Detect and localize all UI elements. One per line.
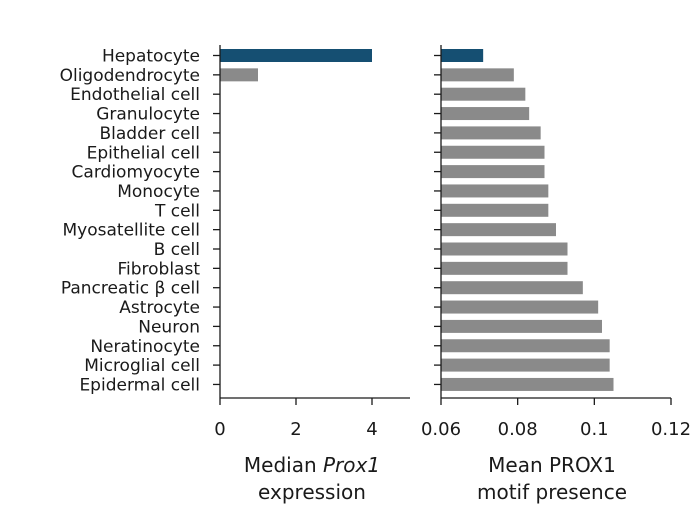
bar-right-b-cell <box>441 242 568 256</box>
x-tick-label-right-2: 0.1 <box>580 419 609 440</box>
category-label-neuron: Neuron <box>138 317 200 337</box>
category-label-cardiomyocyte: Cardiomyocyte <box>72 163 200 183</box>
median-expression-panel: 0 2 4 Median Prox1 expression <box>213 45 410 504</box>
bar-right-astrocyte <box>441 300 599 314</box>
x-ticks-right: 0.06 0.08 0.1 0.12 <box>421 54 691 440</box>
category-label-epithelial-cell: Epithelial cell <box>87 143 200 163</box>
bar-right-t-cell <box>441 203 549 217</box>
bar-right-cardiomyocyte <box>441 165 545 179</box>
x-axis-label-left-line1: Median Prox1 <box>244 453 380 477</box>
category-label-fibroblast: Fibroblast <box>117 259 200 279</box>
category-label-granulocyte: Granulocyte <box>96 105 200 125</box>
motif-presence-panel: 0.06 0.08 0.1 0.12 Mean PROX1 motif presenc… <box>421 45 691 504</box>
category-label-microglial-cell: Microglial cell <box>84 356 200 376</box>
x-axis-label-left-line2: expression <box>258 480 366 504</box>
motif-presence-bars <box>441 49 614 391</box>
category-label-bladder-cell: Bladder cell <box>100 124 201 144</box>
bar-right-fibroblast <box>441 261 568 275</box>
category-label-endothelial-cell: Endothelial cell <box>70 85 200 105</box>
bar-right-myosatellite-cell <box>441 223 556 237</box>
x-tick-label-left-0: 0 <box>214 419 225 440</box>
x-tick-label-right-1: 0.08 <box>498 419 538 440</box>
x-axis-label-right-line2: motif presence <box>477 480 627 504</box>
x-ticks-left: 0 2 4 <box>213 54 378 440</box>
x-tick-label-right-0: 0.06 <box>421 419 461 440</box>
x-tick-label-left-1: 2 <box>290 419 301 440</box>
bar-right-bladder-cell <box>441 126 541 140</box>
x-axis-label-right-line1: Mean PROX1 <box>488 453 616 477</box>
bar-right-epithelial-cell <box>441 145 545 159</box>
category-label-epidermal-cell: Epidermal cell <box>79 375 200 395</box>
x-tick-label-right-3: 0.12 <box>651 419 691 440</box>
bar-right-epidermal-cell <box>441 377 614 391</box>
category-label-monocyte: Monocyte <box>117 182 200 202</box>
bar-left-oligodendrocyte <box>220 68 258 82</box>
category-label-b-cell: B cell <box>154 240 200 260</box>
category-label-oligodendrocyte: Oligodendrocyte <box>60 66 200 86</box>
bar-right-microglial-cell <box>441 358 610 372</box>
category-label-neratinocyte: Neratinocyte <box>90 337 200 357</box>
bar-right-oligodendrocyte <box>441 68 514 82</box>
bar-right-neratinocyte <box>441 339 610 353</box>
bar-right-granulocyte <box>441 107 530 121</box>
category-label-t-cell: T cell <box>154 201 200 221</box>
median-expression-bars <box>220 49 372 82</box>
category-label-myosatellite-cell: Myosatellite cell <box>63 221 200 241</box>
bar-right-endothelial-cell <box>441 87 526 101</box>
category-label-pancreatic-cell: Pancreatic β cell <box>61 279 200 299</box>
category-label-hepatocyte: Hepatocyte <box>102 47 200 67</box>
bar-left-hepatocyte <box>220 49 372 62</box>
bar-right-pancreatic-cell <box>441 281 583 295</box>
bar-right-neuron <box>441 319 602 333</box>
bar-right-monocyte <box>441 184 549 198</box>
x-tick-label-left-2: 4 <box>366 419 377 440</box>
bar-right-hepatocyte <box>441 49 484 62</box>
category-label-astrocyte: Astrocyte <box>119 298 200 318</box>
